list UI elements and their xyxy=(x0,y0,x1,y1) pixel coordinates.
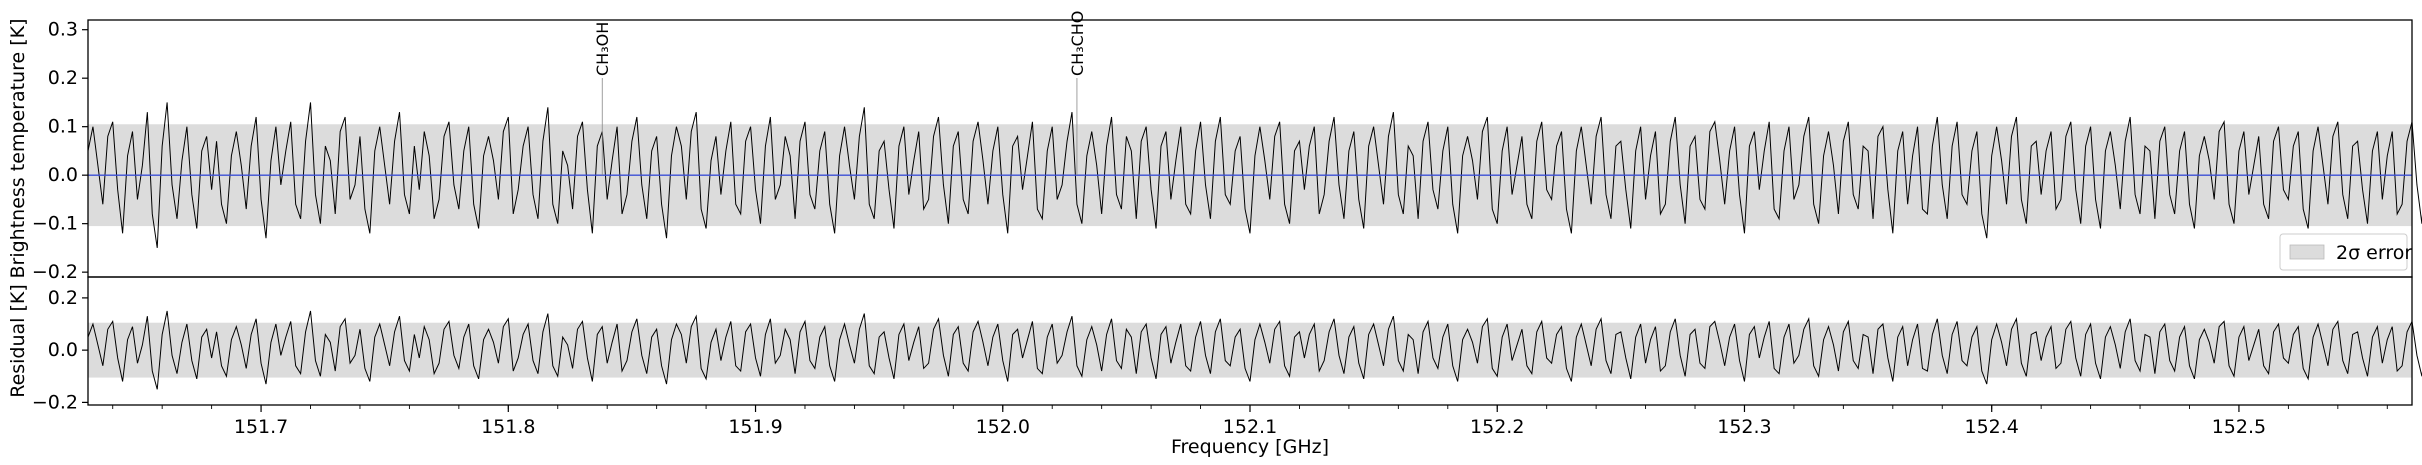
x-tick-label: 152.1 xyxy=(1223,416,1277,438)
frequency-x-axis-label: Frequency [GHz] xyxy=(1171,436,1329,458)
error-band-residual xyxy=(88,322,2412,378)
x-tick-label: 151.8 xyxy=(481,416,535,438)
line-label: CH₃CHO xyxy=(1068,11,1087,76)
legend-frame xyxy=(2279,233,2408,271)
y-tick-label: 0.1 xyxy=(48,116,78,138)
frequency-x-ticks: 151.7 151.8 151.9 152.0 152.1 152.2 152.3 152.4… xyxy=(112,405,2388,438)
y-tick-label: 0.3 xyxy=(48,19,78,41)
x-tick-label: 152.3 xyxy=(1717,416,1771,438)
line-label: CH₃OH xyxy=(593,22,612,76)
y-tick-label: −0.2 xyxy=(32,261,78,283)
y-tick-label: 0.0 xyxy=(48,164,78,186)
y-tick-label: 0.2 xyxy=(48,67,78,89)
residual-y-axis-label: Residual [K] xyxy=(7,284,29,398)
spectrum-y-ticks: −0.2 −0.1 0.0 0.1 0.2 0.3 xyxy=(32,19,88,283)
x-tick-label: 152.4 xyxy=(1964,416,2018,438)
legend: 2σ error xyxy=(2279,233,2412,271)
x-tick-label: 152.0 xyxy=(976,416,1030,438)
legend-label: 2σ error xyxy=(2336,242,2412,264)
y-tick-label: −0.2 xyxy=(32,391,78,413)
legend-swatch-error-band xyxy=(2289,244,2325,260)
y-tick-label: 0.0 xyxy=(48,339,78,361)
y-tick-label: −0.1 xyxy=(32,213,78,235)
x-tick-label: 151.7 xyxy=(234,416,288,438)
line-labels: CH₃OH CH₃CHO xyxy=(593,11,1087,176)
spectrum-series-line xyxy=(87,102,2422,248)
spectrum-panel: CH₃OH CH₃CHO −0.2 −0.1 0.0 0.1 0.2 0.3 Brightn… xyxy=(7,11,2422,283)
residual-panel: −0.2 0.0 0.2 151.7 151.8 151.9 152.0 152.1 152.… xyxy=(7,276,2422,458)
x-tick-label: 152.2 xyxy=(1470,416,1524,438)
residual-series-line xyxy=(87,310,2422,390)
residual-y-ticks: −0.2 0.0 0.2 xyxy=(32,287,88,413)
x-tick-label: 152.5 xyxy=(2212,416,2266,438)
spectrum-y-axis-label: Brightness temperature [K] xyxy=(7,19,29,279)
y-tick-label: 0.2 xyxy=(48,287,78,309)
x-tick-label: 151.9 xyxy=(728,416,782,438)
